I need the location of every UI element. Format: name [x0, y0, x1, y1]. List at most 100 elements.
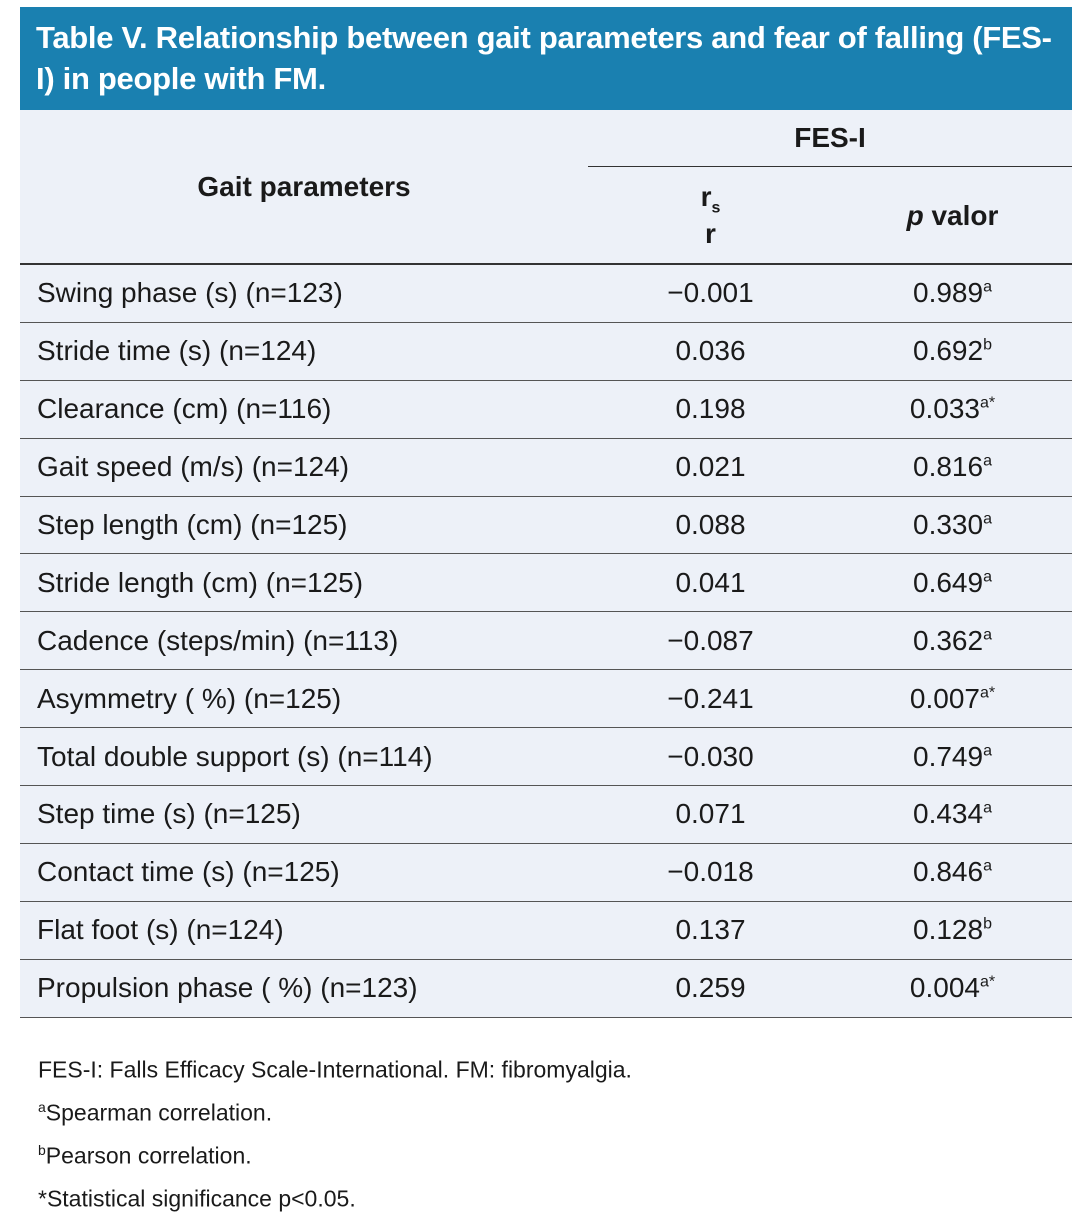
r-cell: 0.088 [675, 509, 746, 540]
p-cell: 0.649a [833, 567, 1072, 599]
p-superscript: a [983, 279, 992, 297]
table-row: Propulsion phase ( %) (n=123) 0.259 0.004a… [20, 960, 1072, 1018]
p-superscript: a [983, 742, 992, 760]
r-cell: −0.030 [667, 740, 754, 772]
r-cell: −0.018 [667, 856, 754, 888]
table-row: Step length (cm) (n=125) 0.088 0.330a [20, 497, 1072, 555]
param-cell: Asymmetry ( %) (n=125) [37, 682, 342, 714]
footnote-text: Spearman correlation. [45, 1099, 273, 1126]
p-superscript: a [983, 568, 992, 586]
table-row: Total double support (s) (n=114) −0.030 0.… [20, 728, 1072, 787]
param-cell: Gait speed (m/s) (n=124) [37, 451, 350, 483]
p-value: 0.816 [913, 451, 984, 483]
footnote-marker: a [38, 1099, 46, 1116]
p-value: 0.128 [913, 914, 984, 946]
table-header: Gait parameters FES-I rs r p valor [20, 110, 1072, 265]
p-superscript: a* [979, 973, 996, 991]
r-cell: 0.021 [675, 451, 746, 483]
p-value: 0.749 [913, 740, 984, 772]
table-row: Cadence (steps/min) (n=113) −0.087 0.362a [20, 612, 1072, 671]
param-cell: Clearance (cm) (n=116) [37, 393, 332, 425]
p-superscript: a [983, 510, 992, 528]
r-cell: 0.259 [675, 972, 746, 1004]
p-superscript: a [983, 626, 992, 644]
footnote: bPearson correlation. [38, 1132, 632, 1175]
table-body: Swing phase (s) (n=123) −0.001 0.989a Strid… [20, 265, 1072, 1018]
p-cell: 0.033a* [833, 393, 1072, 425]
param-cell: Cadence (steps/min) (n=113) [37, 624, 399, 656]
p-value: 0.007 [909, 682, 980, 714]
param-cell: Step time (s) (n=125) [37, 798, 301, 830]
r-cell: 0.041 [675, 566, 746, 598]
p-value: 0.649 [913, 566, 984, 598]
header-valor: valor [923, 199, 999, 231]
header-rs-sub: s [711, 199, 721, 217]
p-value: 0.004 [909, 972, 980, 1004]
param-cell: Contact time (s) (n=125) [37, 856, 340, 888]
p-cell: 0.434a [833, 798, 1072, 830]
p-value: 0.989 [913, 277, 984, 309]
footnote: *Statistical significance p<0.05. [38, 1175, 632, 1218]
table-row: Clearance (cm) (n=116) 0.198 0.033a* [20, 381, 1072, 439]
r-cell: 0.036 [675, 335, 746, 367]
r-cell: 0.071 [675, 798, 746, 830]
param-cell: Step length (cm) (n=125) [37, 509, 348, 540]
p-superscript: a* [979, 394, 996, 412]
param-cell: Propulsion phase ( %) (n=123) [37, 972, 418, 1004]
footnote: FES-I: Falls Efficacy Scale-Internationa… [38, 1046, 632, 1089]
r-cell: −0.241 [667, 682, 754, 714]
header-gait-parameters: Gait parameters [197, 170, 411, 202]
table-row: Contact time (s) (n=125) −0.018 0.846a [20, 844, 1072, 902]
footnote-text: Pearson correlation. [45, 1142, 252, 1169]
header-rs: rs r [588, 168, 833, 263]
footnote: aSpearman correlation. [38, 1089, 632, 1132]
data-table: Gait parameters FES-I rs r p valor Swing… [20, 110, 1072, 1018]
table-row: Step time (s) (n=125) 0.071 0.434a [20, 786, 1072, 844]
table-row: Gait speed (m/s) (n=124) 0.021 0.816a [20, 439, 1072, 497]
p-superscript: b [983, 915, 992, 933]
p-value: 0.033 [909, 393, 980, 425]
header-rs-main: r [700, 180, 712, 212]
param-cell: Stride time (s) (n=124) [37, 335, 317, 367]
p-cell: 0.362a [833, 625, 1072, 657]
p-cell: 0.128b [833, 914, 1072, 946]
p-cell: 0.004a* [833, 972, 1072, 1004]
footnote-text: FES-I: Falls Efficacy Scale-Internationa… [38, 1056, 632, 1083]
header-p-valor: p valor [833, 168, 1072, 263]
p-superscript: b [983, 337, 992, 354]
p-superscript: a [983, 800, 992, 818]
footnote-marker: b [38, 1142, 46, 1159]
p-value: 0.434 [913, 798, 984, 830]
table-row: Asymmetry ( %) (n=125) −0.241 0.007a* [20, 670, 1072, 729]
p-value: 0.330 [913, 509, 984, 540]
r-cell: 0.198 [675, 393, 746, 425]
table-row: Swing phase (s) (n=123) −0.001 0.989a [20, 265, 1072, 323]
p-value: 0.846 [913, 856, 984, 888]
p-value: 0.362 [913, 624, 984, 656]
header-p: p [906, 199, 924, 231]
p-superscript: a [983, 452, 992, 470]
p-superscript: a* [979, 684, 996, 702]
table-title: Table V. Relationship between gait param… [20, 7, 1072, 110]
table-row: Stride length (cm) (n=125) 0.041 0.649a [20, 554, 1072, 613]
header-r: r [705, 218, 716, 250]
footnotes: FES-I: Falls Efficacy Scale-Internationa… [38, 1046, 632, 1219]
param-cell: Swing phase (s) (n=123) [37, 277, 343, 309]
p-value: 0.692 [913, 335, 984, 367]
table-row: Stride time (s) (n=124) 0.036 0.692b [20, 323, 1072, 381]
r-cell: −0.001 [667, 277, 754, 309]
param-cell: Flat foot (s) (n=124) [37, 914, 284, 946]
r-cell: −0.087 [667, 624, 754, 656]
p-cell: 0.749a [833, 741, 1072, 773]
p-cell: 0.692b [833, 335, 1072, 367]
p-cell: 0.330a [833, 509, 1072, 541]
p-cell: 0.816a [833, 451, 1072, 483]
table-row: Flat foot (s) (n=124) 0.137 0.128b [20, 902, 1072, 960]
header-fes-i: FES-I [588, 110, 1072, 167]
p-cell: 0.007a* [833, 683, 1072, 715]
r-cell: 0.137 [675, 914, 746, 946]
param-cell: Stride length (cm) (n=125) [37, 566, 364, 598]
p-cell: 0.846a [833, 856, 1072, 888]
p-superscript: a [983, 858, 992, 876]
p-cell: 0.989a [833, 277, 1072, 309]
